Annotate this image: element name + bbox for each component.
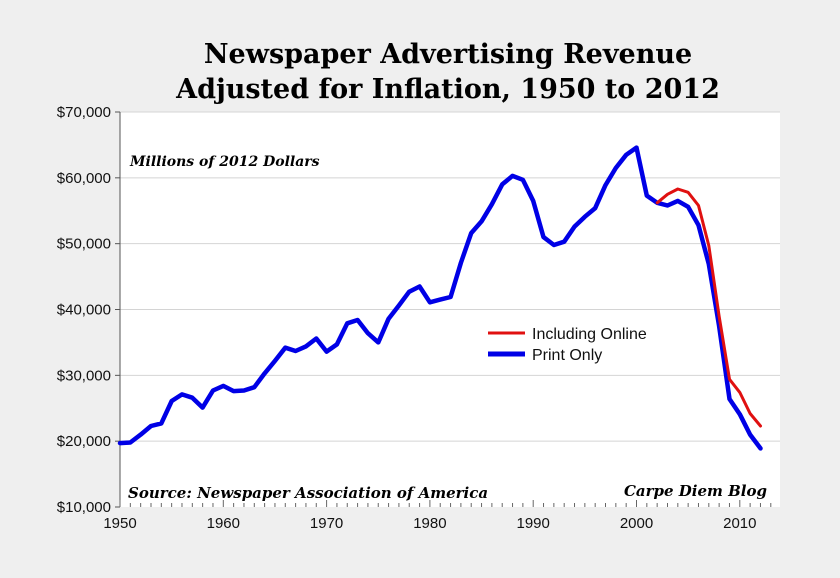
legend: Including Online Print Only [488, 326, 647, 364]
series-line-print-only [117, 145, 763, 451]
x-tick-label: 1950 [103, 515, 136, 532]
x-tick-label: 1960 [207, 515, 240, 532]
y-tick-label: $50,000 [57, 236, 111, 253]
y-tick-label: $60,000 [57, 170, 111, 187]
credit-note: Carpe Diem Blog [624, 482, 767, 500]
y-axis: $10,000 $20,000 $30,000 $40,000 $50,000 $60,0… [57, 104, 121, 516]
legend-label-print-only: Print Only [532, 347, 602, 364]
x-tick-label: 1970 [310, 515, 343, 532]
x-axis: 1950 1960 1970 1980 1990 2000 2010 [103, 500, 772, 532]
chart-subtitle: Millions of 2012 Dollars [129, 154, 320, 170]
series-lines [117, 145, 763, 451]
legend-label-including-online: Including Online [532, 326, 647, 343]
y-tick-label: $40,000 [57, 302, 111, 319]
x-tick-label: 2000 [620, 515, 653, 532]
x-tick-label: 1980 [413, 515, 446, 532]
y-tick-label: $10,000 [57, 499, 111, 516]
y-tick-label: $70,000 [57, 104, 111, 121]
series-line-including-online [655, 187, 762, 428]
gridlines [120, 111, 780, 442]
chart-title-line-2: Adjusted for Inflation, 1950 to 2012 [175, 74, 720, 105]
y-tick-label: $20,000 [57, 433, 111, 450]
y-tick-label: $30,000 [57, 367, 111, 384]
source-note: Source: Newspaper Association of America [128, 484, 488, 502]
x-tick-label: 2010 [723, 515, 756, 532]
x-tick-label: 1990 [517, 515, 550, 532]
chart-title-line-1: Newspaper Advertising Revenue [204, 39, 692, 70]
